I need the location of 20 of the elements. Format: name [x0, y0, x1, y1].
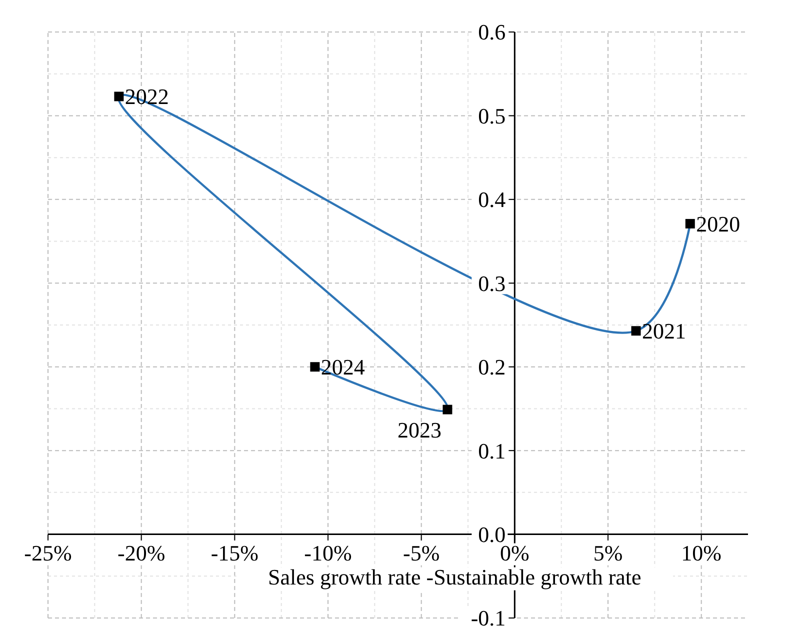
annotation: 2022 [124, 84, 169, 110]
x-tick-label: -5% [403, 540, 440, 566]
x-tick-label: -20% [118, 540, 166, 566]
annotation: 2020 [696, 211, 740, 236]
y-tick-label: -0.1 [470, 606, 506, 631]
y-tick-label: 0.5 [478, 103, 506, 128]
y-tick-label: 0.6 [478, 20, 506, 45]
annotation: 2021 [642, 318, 686, 344]
x-axis-title: Sales growth rate -Sustainable growth rate [268, 564, 642, 590]
y-tick-label: 0.2 [478, 354, 506, 380]
annotation: 2024 [320, 354, 365, 380]
y-tick-label: 0.4 [478, 187, 506, 212]
x-tick-label: -25% [24, 540, 72, 566]
x-tick-label: 10% [681, 540, 722, 566]
x-tick-label: 5% [593, 540, 623, 566]
x-tick-label: -15% [210, 540, 258, 566]
x-tick-label: -10% [304, 540, 352, 566]
annotation: 2023 [397, 417, 442, 442]
y-tick-label: 0.3 [478, 270, 506, 296]
y-tick-label: 0.1 [478, 438, 506, 464]
